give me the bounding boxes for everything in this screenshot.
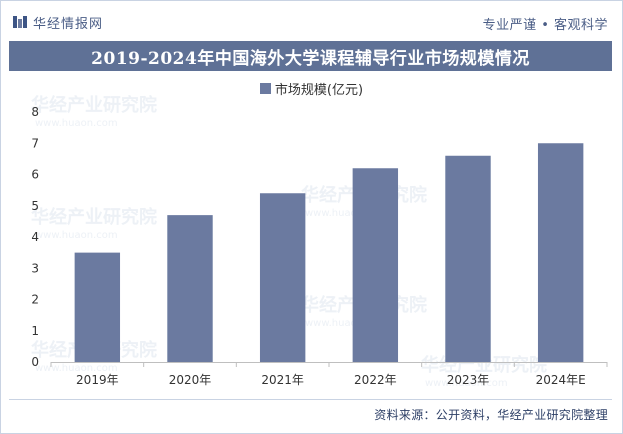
slogan: 专业严谨 • 客观科学	[482, 18, 608, 33]
bar	[352, 168, 399, 362]
footer-divider	[9, 399, 612, 400]
watermark-url: www.huaon.com	[35, 363, 118, 374]
y-tick-label: 6	[31, 168, 39, 182]
y-tick-label: 1	[31, 324, 39, 338]
bar	[167, 215, 213, 362]
top-bar: 华经情报网 专业严谨 • 客观科学	[1, 1, 622, 41]
bars	[74, 143, 584, 362]
x-tick-label: 2019年	[76, 373, 119, 387]
y-tick-label: 2	[31, 293, 39, 307]
watermark-url: www.huaon.com	[305, 208, 388, 219]
brand: 华经情报网	[13, 14, 104, 32]
y-tick-label: 3	[31, 261, 39, 275]
watermark-text: 华经产业研究院	[31, 94, 157, 116]
bar-chart-logo-icon	[13, 16, 27, 28]
legend-swatch	[259, 83, 271, 94]
title-bar: 2019-2024年中国海外大学课程辅导行业市场规模情况	[9, 41, 612, 71]
bar	[74, 252, 121, 362]
y-tick-label: 0	[31, 355, 39, 369]
x-tick-label: 2024年E	[536, 373, 586, 387]
bar	[537, 143, 584, 362]
watermark-url: www.huaon.com	[425, 378, 508, 389]
x-tick-label: 2020年	[169, 373, 212, 387]
chart-title: 2019-2024年中国海外大学课程辅导行业市场规模情况	[91, 48, 530, 69]
y-tick-label: 7	[31, 136, 39, 150]
x-tick-label: 2023年	[447, 373, 490, 387]
legend: 市场规模(亿元)	[1, 79, 622, 98]
watermark-url: www.huaon.com	[35, 230, 118, 241]
y-tick-label: 4	[31, 230, 39, 244]
source-note: 资料来源：公开资料，华经产业研究院整理	[374, 408, 608, 422]
y-tick-label: 8	[31, 105, 39, 119]
bar	[259, 193, 306, 362]
x-tick-label: 2021年	[261, 373, 304, 387]
brand-name: 华经情报网	[33, 16, 104, 32]
legend-label: 市场规模(亿元)	[274, 83, 364, 98]
watermark-text: 华经产业研究院	[31, 206, 157, 228]
x-tick-label: 2022年	[354, 373, 397, 387]
watermark-url: www.huaon.com	[305, 318, 388, 329]
bar	[445, 155, 491, 362]
watermark-url: www.huaon.com	[35, 118, 118, 129]
axes: 0 1 2 3 4 5 6 7 8 2019年 2020年 2021年 2022年 2023年 2024年E	[31, 105, 608, 387]
y-tick-label: 5	[31, 199, 39, 213]
